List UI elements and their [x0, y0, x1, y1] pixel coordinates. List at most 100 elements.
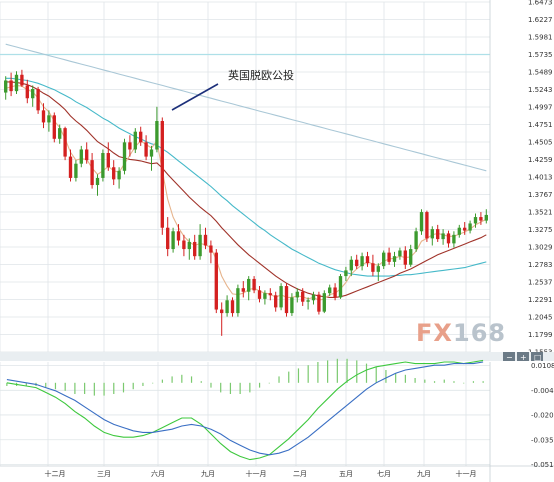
candle — [284, 283, 289, 317]
ma-long-line — [5, 43, 487, 172]
candle-body — [209, 245, 213, 253]
candle — [328, 284, 332, 297]
candle — [122, 138, 127, 175]
price-tick-label: 1.6227 — [528, 16, 553, 24]
watermark-logo-168: 168 — [453, 319, 506, 347]
candle — [47, 110, 51, 132]
candle — [441, 229, 445, 245]
candle-body — [214, 252, 218, 310]
candle — [360, 252, 364, 271]
macd-hist-bar — [463, 382, 465, 384]
candle — [473, 213, 478, 228]
candle-body — [436, 229, 440, 240]
macd-hist-bar — [443, 379, 445, 383]
candle — [263, 290, 267, 305]
candle — [355, 254, 359, 269]
macd-hist-bar — [317, 362, 319, 383]
candle — [257, 286, 262, 303]
macd-hist-bar — [258, 382, 261, 388]
time-label: 十一月 — [246, 469, 267, 478]
candle — [409, 244, 413, 267]
candle-body — [252, 278, 256, 291]
candle — [452, 231, 456, 248]
candle — [279, 283, 283, 311]
macd-hist-bar — [64, 382, 66, 391]
reset-icon: □ — [534, 353, 542, 362]
candle — [160, 117, 164, 235]
macd-hist-bar — [385, 370, 387, 383]
price-tick-label: 1.5735 — [528, 51, 553, 59]
watermark-logo-fx: FX — [416, 319, 453, 347]
candle — [41, 103, 46, 129]
candle — [387, 247, 391, 265]
candle-body — [74, 163, 78, 178]
candle-body — [463, 227, 467, 231]
candle — [236, 284, 240, 317]
candle — [274, 291, 278, 312]
ma-fast-line — [5, 84, 487, 301]
candle-body — [311, 294, 316, 301]
macd-hist-bar — [453, 381, 455, 383]
reset-button[interactable] — [531, 352, 543, 361]
macd-hist-bar — [84, 382, 86, 394]
candle-body — [419, 212, 424, 232]
candle — [25, 79, 29, 104]
annotation-arrow — [171, 83, 219, 111]
annotation-label: 英国脱欧公投 — [228, 68, 294, 82]
candle — [193, 234, 197, 260]
candle — [79, 145, 83, 168]
zoom-out-button[interactable] — [503, 352, 515, 361]
macd-line-blue — [6, 361, 484, 456]
price-tick-label: 1.5489 — [528, 69, 553, 77]
macd-hist-bar — [54, 382, 57, 390]
candle — [133, 128, 137, 154]
candle — [403, 246, 407, 269]
candle-body — [112, 167, 116, 180]
candle-body — [63, 128, 67, 157]
macd-tick-label: 0.0108 — [531, 362, 554, 370]
candlestick-series — [4, 69, 488, 336]
macd-hist-bar — [336, 358, 338, 383]
candle-body — [20, 74, 24, 86]
candle — [63, 126, 67, 161]
candle — [419, 209, 424, 235]
macd-lines — [6, 359, 484, 461]
candle-body — [241, 288, 245, 292]
macd-hist-bar — [25, 382, 27, 386]
ma-mid-line — [5, 81, 487, 298]
candle-body — [25, 85, 29, 99]
candle — [171, 227, 175, 253]
candle-body — [198, 234, 202, 257]
macd-hist-bar — [288, 371, 290, 383]
candle — [425, 210, 429, 242]
candle — [290, 293, 294, 316]
time-axis-labels: 十二月 三月 六月 九月 十一月 二月 五月 七月 九月 十一月 — [45, 469, 477, 478]
macd-hist-bar — [171, 376, 173, 383]
candle-body — [122, 142, 127, 171]
time-label: 九月 — [417, 469, 431, 478]
macd-hist-bar — [200, 381, 202, 383]
zoom-in-icon: + — [520, 353, 527, 362]
macd-hist-bar — [113, 382, 115, 394]
macd-hist-bar — [122, 382, 125, 393]
candle — [392, 251, 397, 267]
candle-body — [446, 233, 451, 244]
macd-histogram — [6, 358, 484, 396]
candle — [365, 251, 370, 267]
candle-body — [128, 142, 132, 150]
watermark-logo: FX 168 — [416, 319, 506, 347]
candle-body — [144, 142, 148, 157]
candle — [247, 276, 251, 301]
candle — [182, 234, 186, 257]
macd-hist-bar — [482, 381, 484, 383]
candle-body — [225, 300, 229, 314]
candle — [252, 276, 256, 294]
price-tick-label: 1.1799 — [528, 331, 553, 339]
macd-hist-bar — [297, 368, 300, 383]
candle-body — [414, 231, 418, 250]
ma-slow-line — [5, 77, 487, 277]
macd-hist-bar — [161, 379, 163, 383]
zoom-in-button[interactable] — [517, 352, 529, 361]
price-tick-label: 1.5243 — [528, 86, 553, 94]
candle-body — [47, 115, 51, 123]
